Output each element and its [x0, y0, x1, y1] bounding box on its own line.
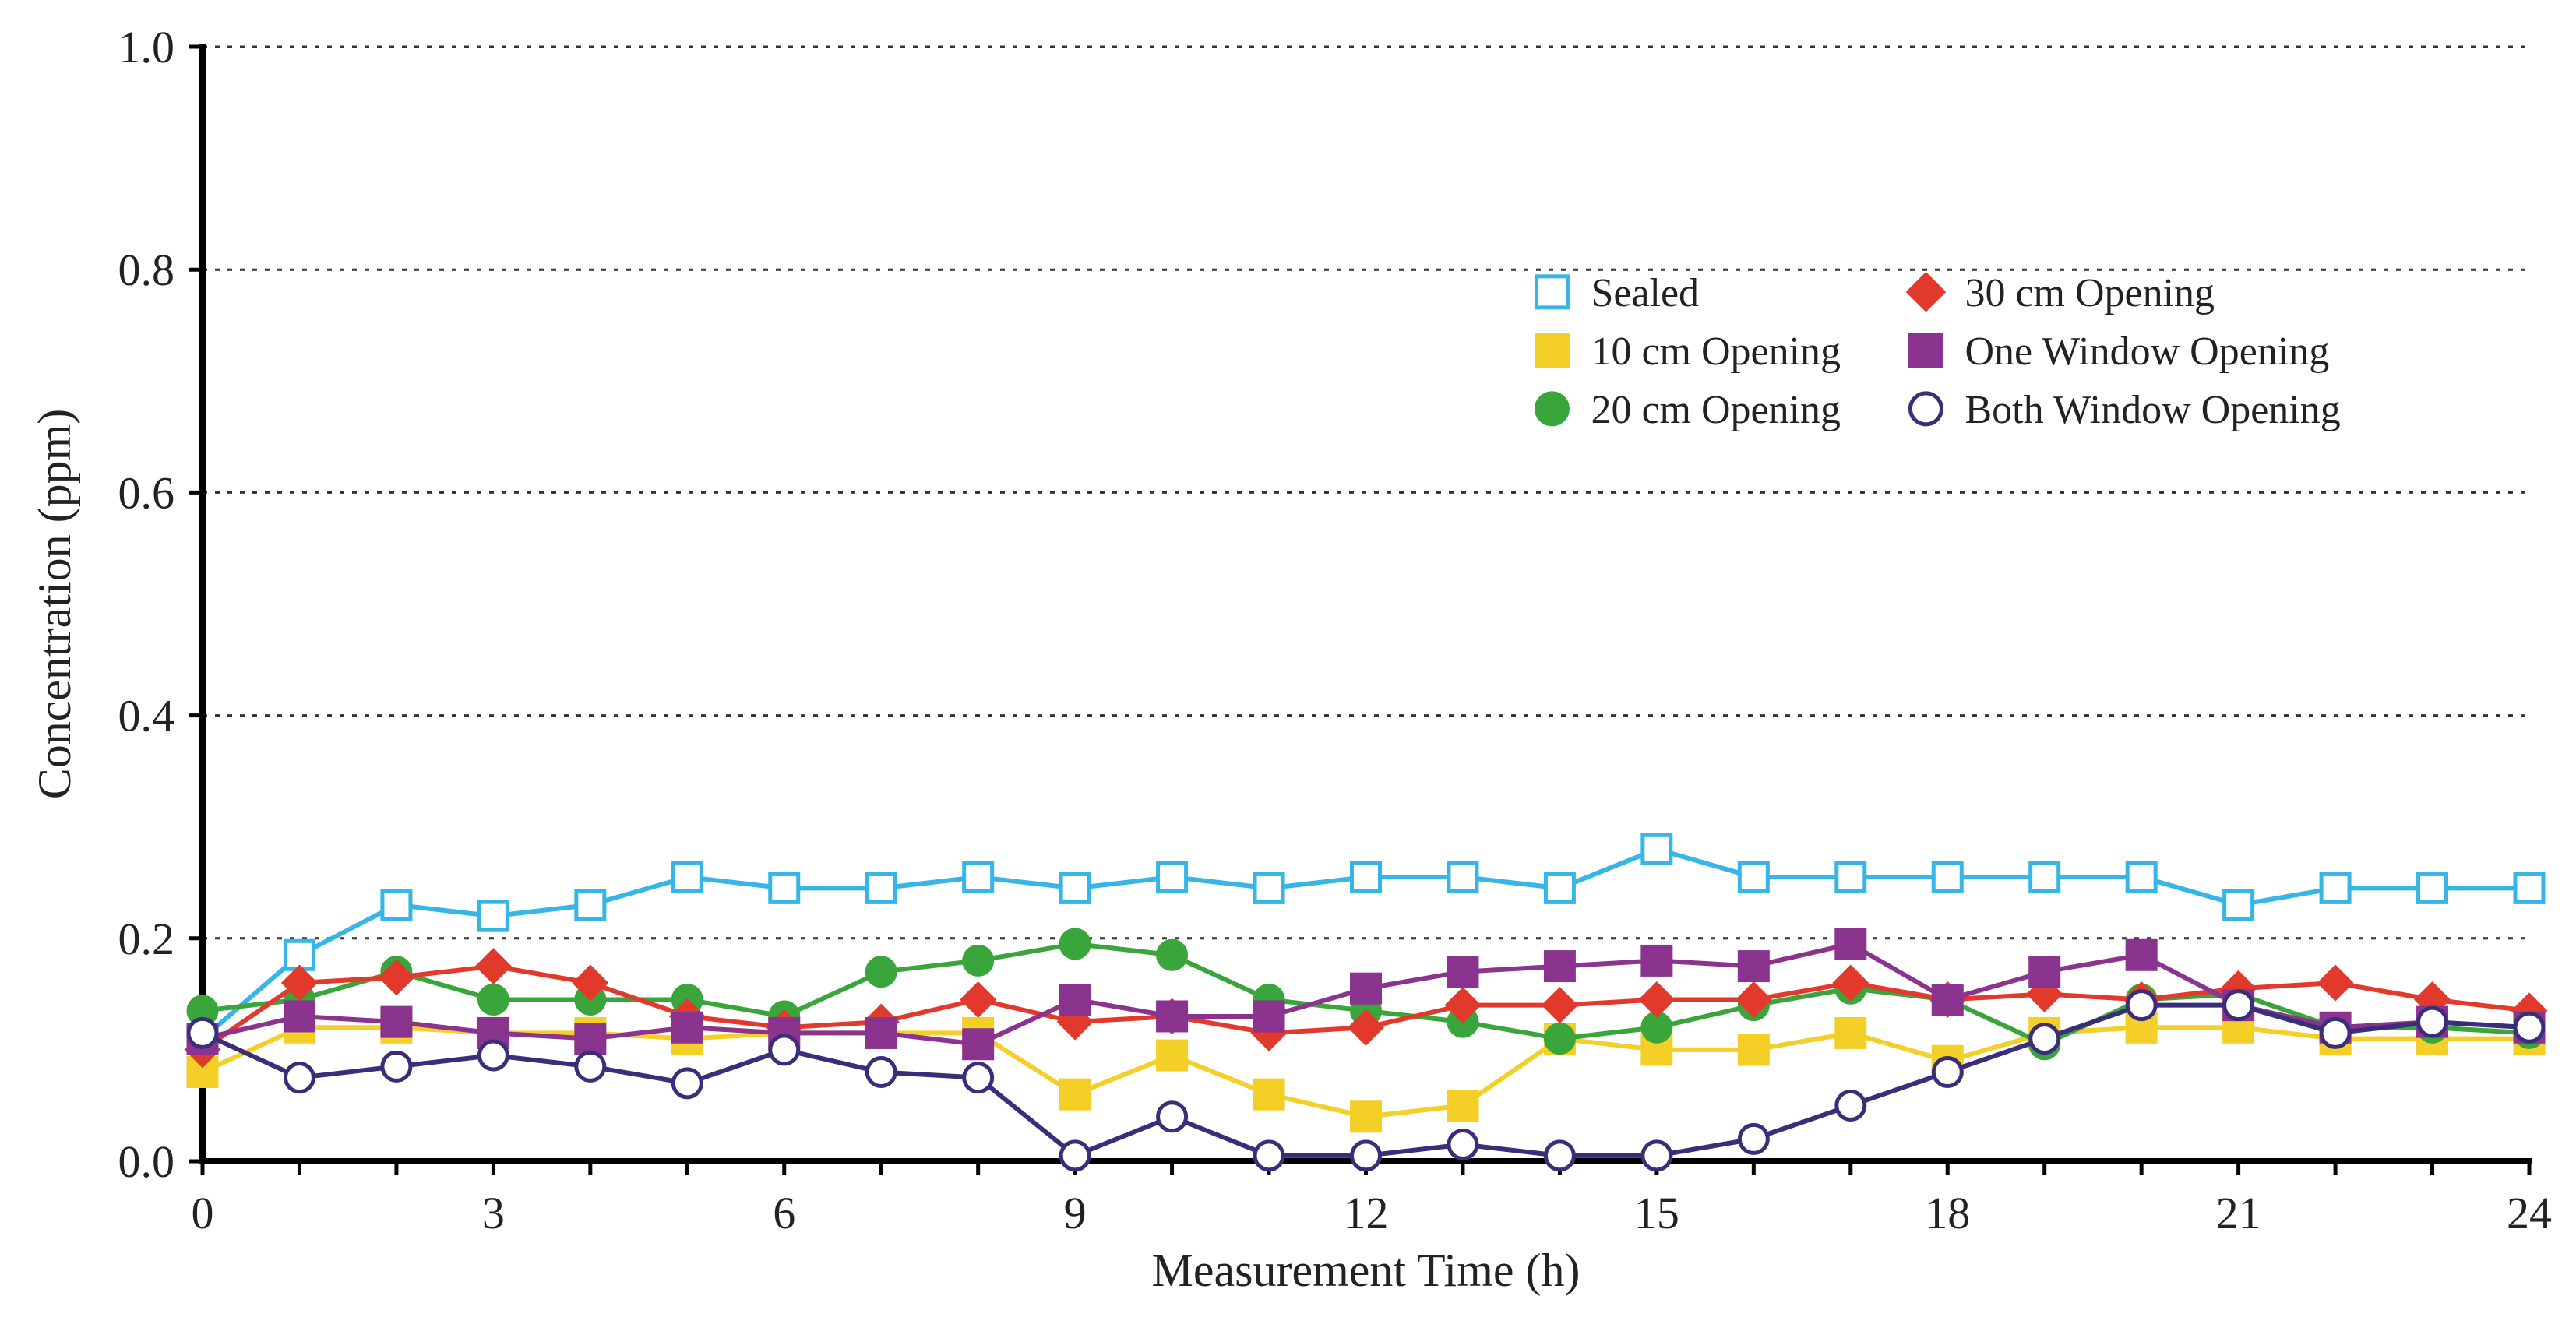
svg-text:0.8: 0.8	[118, 245, 175, 295]
svg-text:21: 21	[2216, 1188, 2261, 1238]
concentration-chart: 0 3 6 9 12 15 18 21 24 0.0 0.2 0.4 0.6 0.8 1.0 Measurem…	[0, 0, 2576, 1317]
svg-text:30 cm Opening: 30 cm Opening	[1965, 271, 2215, 315]
svg-text:0: 0	[192, 1188, 214, 1238]
svg-text:1.0: 1.0	[118, 22, 175, 72]
svg-text:Both Window Opening: Both Window Opening	[1965, 388, 2340, 432]
svg-text:0.0: 0.0	[118, 1136, 175, 1187]
svg-text:6: 6	[773, 1188, 795, 1238]
svg-text:10 cm Opening: 10 cm Opening	[1591, 329, 1841, 374]
chart-svg: 0 3 6 9 12 15 18 21 24 0.0 0.2 0.4 0.6 0.8 1.0 Measurem…	[0, 0, 2576, 1317]
svg-text:One Window Opening: One Window Opening	[1965, 329, 2329, 374]
svg-text:Measurement Time (h): Measurement Time (h)	[1152, 1245, 1580, 1296]
svg-text:12: 12	[1344, 1188, 1389, 1238]
svg-text:0.4: 0.4	[118, 691, 175, 741]
svg-text:20 cm Opening: 20 cm Opening	[1591, 388, 1841, 432]
svg-text:15: 15	[1634, 1188, 1679, 1238]
svg-text:24: 24	[2507, 1188, 2552, 1238]
svg-text:0.6: 0.6	[118, 467, 175, 518]
svg-text:Sealed: Sealed	[1591, 271, 1699, 315]
svg-text:Concentration (ppm): Concentration (ppm)	[29, 409, 80, 800]
svg-text:18: 18	[1925, 1188, 1970, 1238]
svg-text:9: 9	[1064, 1188, 1087, 1238]
svg-text:0.2: 0.2	[118, 914, 175, 964]
svg-text:3: 3	[482, 1188, 505, 1238]
